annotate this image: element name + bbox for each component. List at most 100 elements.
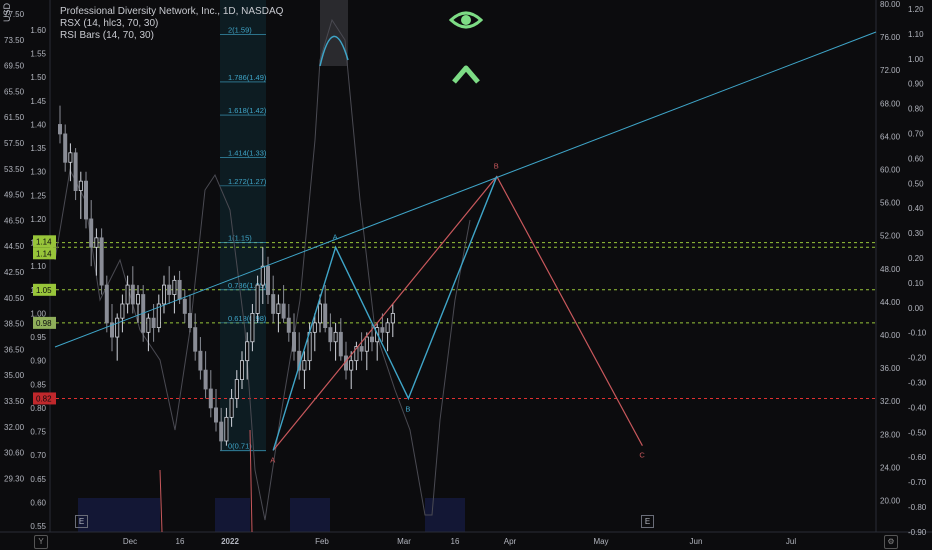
- candle-body: [390, 313, 395, 324]
- rsx-scale-label: 80.00: [880, 0, 901, 9]
- symbol-title[interactable]: Professional Diversity Network, Inc., 1D…: [60, 6, 284, 17]
- candle-body: [177, 279, 182, 300]
- left-scale-label: 49.50: [4, 191, 25, 200]
- date-tick-label: 16: [176, 537, 185, 546]
- price-label-tag: [33, 235, 56, 248]
- osc-scale-label: -0.30: [908, 379, 927, 388]
- candle-body: [120, 303, 125, 319]
- price-tick-label: 0.80: [30, 404, 46, 413]
- candle-body: [354, 346, 359, 362]
- osc-scale-label: -0.40: [908, 403, 927, 412]
- indicator-rsi-bars[interactable]: RSI Bars (14, 70, 30): [60, 30, 154, 41]
- left-scale-label: 32.00: [4, 423, 25, 432]
- abc-pattern: A B C A B: [54, 31, 877, 464]
- left-scale-label: 46.50: [4, 216, 25, 225]
- candle-body: [286, 317, 291, 333]
- osc-scale-label: -0.90: [908, 528, 927, 537]
- price-label-text: 1.14: [36, 237, 52, 246]
- indicator-rsx[interactable]: RSX (14, hlc3, 70, 30): [60, 18, 159, 29]
- candle-body: [182, 298, 187, 314]
- candle-body: [260, 265, 265, 286]
- rsx-scale-label: 72.00: [880, 66, 901, 75]
- fib-level-label: 1.414(1.33): [228, 149, 267, 158]
- grid-lines: [0, 0, 932, 533]
- price-tick-label: 1.10: [30, 262, 46, 271]
- price-label-tag: [33, 392, 56, 405]
- red-abc-line: [272, 175, 643, 451]
- rsx-scale-label: 20.00: [880, 497, 901, 506]
- candle-body: [291, 331, 296, 352]
- candle-body: [198, 350, 203, 371]
- rsi-bands: [78, 0, 465, 532]
- chevron-up-icon[interactable]: [451, 60, 481, 86]
- settings-icon[interactable]: ⚙: [884, 535, 898, 549]
- price-tick-label: 0.60: [30, 498, 46, 507]
- candle-body: [245, 341, 250, 362]
- candle-body: [172, 279, 177, 295]
- left-scale-label: 29.30: [4, 474, 25, 483]
- candle-body: [385, 322, 390, 333]
- candle-body: [84, 180, 89, 220]
- price-tick-label: 0.65: [30, 475, 46, 484]
- left-scale-label: 57.50: [4, 139, 25, 148]
- price-tick-label: 0.55: [30, 522, 46, 531]
- candle-body: [250, 313, 255, 343]
- candle-body: [99, 237, 104, 286]
- candle-body: [58, 124, 63, 135]
- price-tick-label: 0.70: [30, 451, 46, 460]
- candle-body: [349, 360, 354, 371]
- fib-level-label: 0.618(0.98): [228, 314, 267, 323]
- price-tick-label: 1.50: [30, 73, 46, 82]
- candle-body: [328, 327, 333, 343]
- eye-icon[interactable]: [449, 6, 483, 34]
- event-marker[interactable]: E: [641, 515, 654, 528]
- candle-body: [94, 237, 99, 248]
- timezone-button[interactable]: Y: [34, 535, 48, 549]
- candle-body: [276, 303, 281, 314]
- candle-body: [135, 294, 140, 305]
- fib-level-label: 2(1.59): [228, 26, 252, 35]
- pattern-point-label: B: [494, 161, 499, 170]
- fib-band: [220, 0, 266, 452]
- date-tick-label: 2022: [221, 537, 239, 546]
- date-tick-label: 16: [451, 537, 460, 546]
- candle-body: [161, 284, 166, 305]
- candle-body: [203, 369, 208, 390]
- candle-body: [312, 322, 317, 333]
- left-scale-label: 30.60: [4, 449, 25, 458]
- osc-scale-label: 0.20: [908, 254, 924, 263]
- rsi-oversold-band: [78, 498, 160, 532]
- event-marker[interactable]: E: [75, 515, 88, 528]
- fib-level-label: 1.272(1.27): [228, 177, 267, 186]
- candle-body: [73, 152, 78, 192]
- candle-body: [255, 284, 260, 314]
- osc-scale-label: 0.30: [908, 229, 924, 238]
- price-tick-label: 0.95: [30, 333, 46, 342]
- candle-body: [146, 317, 151, 333]
- fib-level-label: 1(1.15): [228, 234, 252, 243]
- price-label-tag: [33, 316, 56, 329]
- price-label-text: 1.05: [36, 286, 52, 295]
- fib-level-label: 1.618(1.42): [228, 106, 267, 115]
- candle-body: [333, 331, 338, 343]
- rsx-scale-label: 52.00: [880, 232, 901, 241]
- osc-scale-label: 0.70: [908, 130, 924, 139]
- price-tick-label: 1.55: [30, 50, 46, 59]
- price-tick-label: 1.30: [30, 168, 46, 177]
- osc-scale-label: -0.10: [908, 329, 927, 338]
- fib-extension: 2(1.59) 1.786(1.49) 1.618(1.42) 1.414(1.33)…: [220, 26, 267, 451]
- price-tick-label: 0.85: [30, 380, 46, 389]
- price-label-text: 1.14: [36, 249, 52, 258]
- left-scale-label: 61.50: [4, 113, 25, 122]
- rsx-oscillator: [54, 18, 471, 533]
- price-tick-label: 0.90: [30, 357, 46, 366]
- pattern-point-label: C: [639, 451, 645, 460]
- rsx-scale-label: 32.00: [880, 397, 901, 406]
- candle-body: [151, 317, 156, 328]
- rsx-scale-label: 56.00: [880, 199, 901, 208]
- osc-scale-label: -0.70: [908, 478, 927, 487]
- candle-body: [208, 388, 213, 409]
- date-tick-label: Dec: [123, 537, 137, 546]
